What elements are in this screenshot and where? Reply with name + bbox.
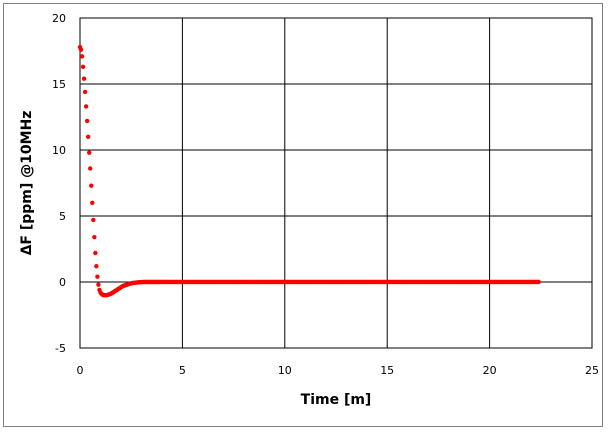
grid — [79, 17, 593, 349]
y-tick-label: -5 — [55, 342, 66, 355]
data-point — [96, 282, 101, 287]
y-tick-label: 20 — [52, 12, 66, 25]
data-point — [95, 274, 100, 279]
data-point — [78, 47, 84, 52]
y-tick-label: 15 — [52, 78, 66, 91]
plot-area — [79, 17, 593, 349]
data-point — [87, 150, 92, 155]
data-point — [90, 200, 95, 205]
x-tick-label: 25 — [585, 364, 599, 377]
y-tick-label: 10 — [52, 144, 66, 157]
data-point — [81, 76, 87, 81]
data-point — [94, 263, 99, 269]
y-tick-label: 0 — [59, 276, 66, 289]
x-tick-label: 5 — [179, 364, 186, 377]
data-point — [536, 279, 541, 285]
data-point — [93, 250, 98, 256]
y-axis-title: ΔF [ppm] @10MHz — [19, 111, 35, 256]
data-point — [88, 166, 93, 171]
data-point — [91, 217, 96, 223]
x-tick-label: 0 — [77, 364, 84, 377]
x-tick-label: 10 — [278, 364, 292, 377]
data-points — [77, 44, 541, 298]
data-point — [89, 183, 94, 188]
data-point — [79, 54, 85, 59]
data-point — [85, 134, 91, 139]
data-point — [84, 118, 90, 124]
data-point — [83, 104, 89, 109]
tick-labels: 0 5 10 15 20 25 -5 0 5 10 15 20 — [52, 12, 599, 377]
x-tick-label: 15 — [380, 364, 394, 377]
x-axis-title: Time [m] — [301, 392, 372, 408]
chart-frame — [3, 3, 603, 427]
y-tick-label: 5 — [59, 210, 66, 223]
data-point — [92, 234, 97, 240]
data-point — [80, 64, 86, 70]
data-point — [82, 89, 88, 95]
x-tick-label: 20 — [483, 364, 497, 377]
